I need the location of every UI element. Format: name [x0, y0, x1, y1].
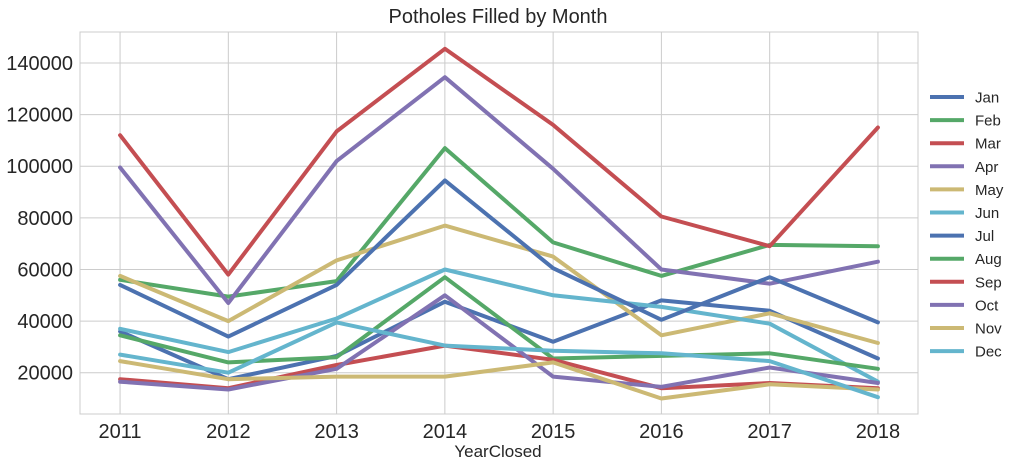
series-lines — [118, 46, 880, 401]
y-tick-label: 60000 — [17, 259, 73, 281]
grid — [80, 32, 918, 414]
legend-item: Jun — [930, 205, 999, 222]
legend: Jan Feb Mar Apr May Jun Jul Aug Sep Oct Nov Dec — [930, 90, 1004, 361]
legend-label: Aug — [975, 251, 1002, 268]
legend-label: Dec — [975, 344, 1002, 361]
series-line-dec — [118, 320, 880, 400]
legend-item: Dec — [930, 344, 1002, 361]
legend-label: Feb — [975, 113, 1001, 130]
legend-label: May — [975, 182, 1004, 199]
x-tick-label: 2013 — [314, 421, 359, 443]
legend-item: Oct — [930, 297, 999, 314]
legend-label: Apr — [975, 159, 998, 176]
chart-title: Potholes Filled by Month — [388, 6, 607, 28]
x-tick-label: 2011 — [99, 421, 142, 443]
x-tick-label: 2014 — [423, 421, 468, 443]
series-line-apr — [118, 75, 880, 305]
plot-frame — [79, 31, 919, 415]
legend-item: Feb — [930, 113, 1001, 130]
series-line-aug — [118, 275, 880, 371]
legend-item: Sep — [930, 274, 1002, 291]
legend-label: Jul — [975, 228, 994, 245]
y-tick-label: 20000 — [17, 363, 73, 385]
x-axis-ticks: 2011 2012 2013 2014 2015 2016 2017 2018 — [99, 421, 901, 443]
y-tick-label: 40000 — [17, 311, 73, 333]
y-tick-label: 100000 — [6, 156, 73, 178]
y-tick-label: 120000 — [6, 105, 73, 127]
legend-label: Jan — [975, 90, 999, 107]
series-line-jun — [118, 267, 880, 384]
y-tick-label: 80000 — [17, 208, 73, 230]
x-axis-label: YearClosed — [454, 442, 541, 461]
legend-label: Nov — [975, 321, 1002, 338]
series-line-oct — [118, 293, 880, 392]
y-tick-label: 140000 — [6, 53, 73, 75]
series-line-nov — [118, 359, 880, 401]
series-line-jan — [118, 298, 880, 382]
legend-label: Oct — [975, 297, 999, 314]
legend-item: May — [930, 182, 1004, 199]
y-axis-ticks: 20000 40000 60000 80000 100000 120000 140000 — [6, 53, 73, 385]
legend-item: Jul — [930, 228, 994, 245]
x-tick-label: 2015 — [531, 421, 576, 443]
x-tick-label: 2018 — [856, 421, 901, 443]
legend-label: Sep — [975, 274, 1002, 291]
legend-item: Jan — [930, 90, 999, 107]
legend-label: Jun — [975, 205, 999, 222]
series-line-jul — [118, 178, 880, 339]
x-tick-label: 2017 — [747, 421, 792, 443]
x-tick-label: 2012 — [206, 421, 251, 443]
legend-item: Mar — [930, 136, 1001, 153]
legend-item: Apr — [930, 159, 998, 176]
series-line-feb — [118, 146, 880, 299]
x-tick-label: 2016 — [639, 421, 684, 443]
legend-item: Nov — [930, 321, 1002, 338]
series-line-may — [118, 223, 880, 345]
series-line-mar — [118, 46, 880, 277]
legend-label: Mar — [975, 136, 1001, 153]
legend-item: Aug — [930, 251, 1002, 268]
